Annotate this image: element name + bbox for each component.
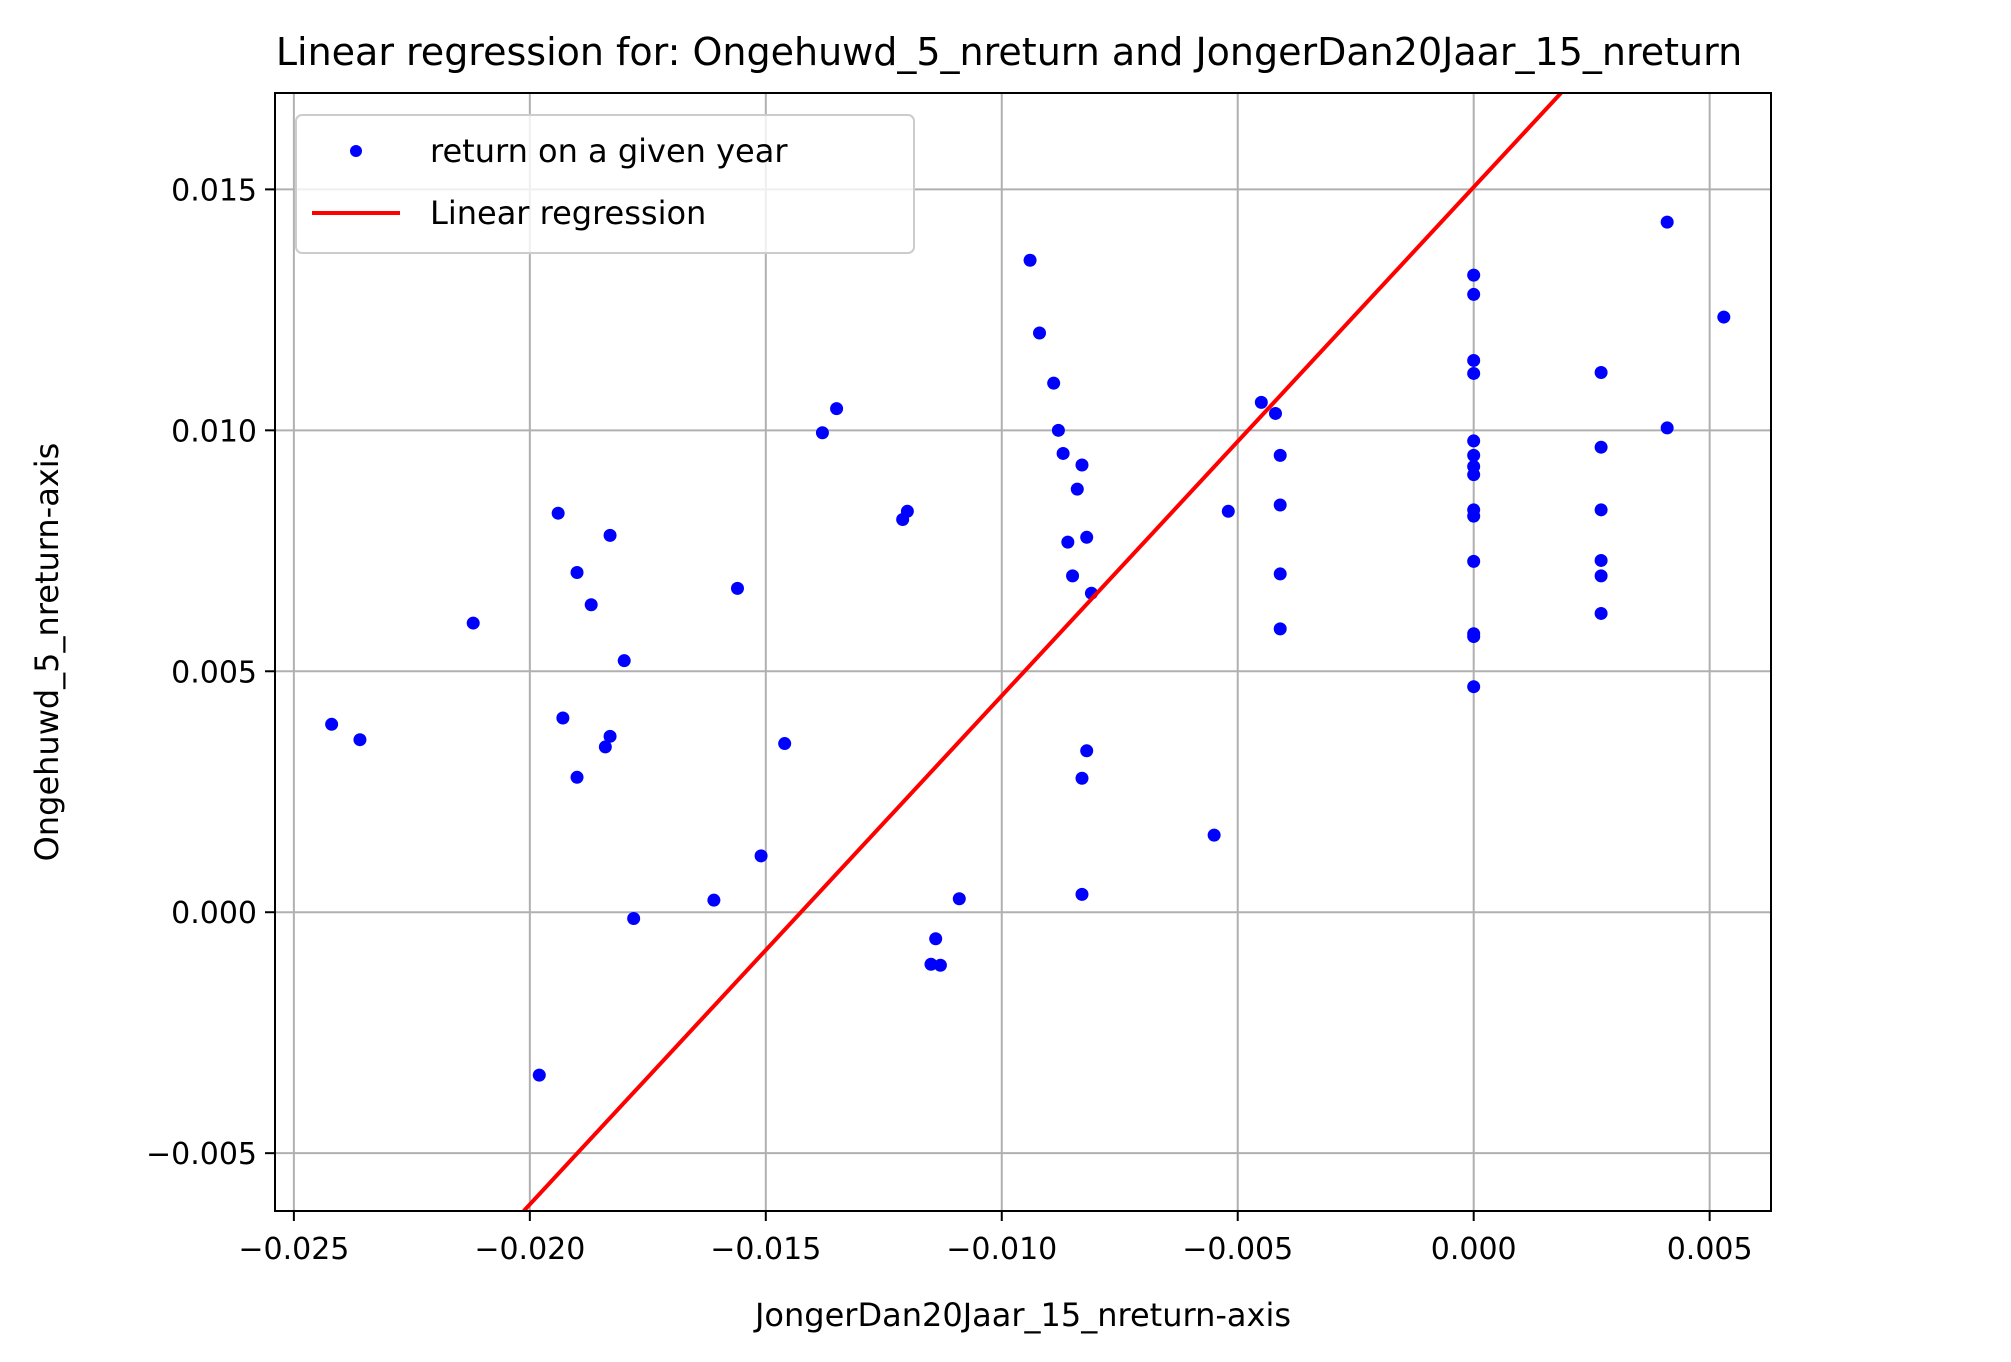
legend-marker-scatter — [350, 145, 362, 157]
data-point — [900, 504, 914, 518]
data-point — [551, 506, 565, 520]
data-point — [617, 654, 631, 668]
y-tick-label: 0.015 — [171, 173, 257, 208]
data-point — [1467, 448, 1481, 462]
y-axis: −0.005 0.000 0.005 0.010 0.015 — [146, 173, 275, 1172]
x-tick-label: −0.025 — [238, 1232, 349, 1267]
data-point — [1467, 268, 1481, 282]
data-point — [1221, 504, 1235, 518]
x-axis-label: JongerDan20Jaar_15_nreturn-axis — [753, 1296, 1291, 1334]
regression-line — [522, 93, 1563, 1211]
data-point — [1273, 567, 1287, 581]
plot-frame — [274, 92, 1772, 1212]
data-point — [1075, 771, 1089, 785]
legend-box — [295, 114, 915, 254]
data-point — [1080, 530, 1094, 544]
data-point — [707, 893, 721, 907]
data-point — [1075, 887, 1089, 901]
x-tick-label: 0.000 — [1431, 1232, 1517, 1267]
data-point — [353, 733, 367, 747]
data-point — [1080, 744, 1094, 758]
data-point — [778, 737, 792, 751]
data-point — [570, 565, 584, 579]
data-point — [584, 598, 598, 612]
data-point — [1717, 310, 1731, 324]
data-point — [830, 402, 844, 416]
data-point — [325, 717, 339, 731]
data-point — [1467, 468, 1481, 482]
data-point — [1268, 406, 1282, 420]
data-point — [1467, 287, 1481, 301]
x-tick-label: −0.020 — [474, 1232, 585, 1267]
y-tick-label: 0.005 — [171, 655, 257, 690]
data-point — [603, 528, 617, 542]
data-point — [532, 1068, 546, 1082]
data-point — [1075, 458, 1089, 472]
data-point — [754, 849, 768, 863]
data-point — [466, 616, 480, 630]
data-point — [1273, 622, 1287, 636]
y-axis-label: Ongehuwd_5_nreturn-axis — [28, 443, 66, 862]
data-point — [1467, 509, 1481, 523]
data-point — [1033, 326, 1047, 340]
x-tick-label: −0.015 — [710, 1232, 821, 1267]
legend-label-line: Linear regression — [430, 194, 706, 232]
data-point — [1207, 828, 1221, 842]
x-tick-label: 0.005 — [1667, 1232, 1753, 1267]
data-point — [730, 581, 744, 595]
data-point — [1467, 366, 1481, 380]
data-point — [1061, 535, 1075, 549]
data-point — [1056, 446, 1070, 460]
data-point — [933, 958, 947, 972]
data-point — [1066, 569, 1080, 583]
data-point — [570, 770, 584, 784]
data-point — [1047, 376, 1061, 390]
y-tick-label: −0.005 — [146, 1137, 257, 1172]
legend: return on a given year Linear regression — [295, 114, 915, 254]
data-point — [1594, 366, 1608, 379]
data-point — [1467, 353, 1481, 367]
data-point — [1467, 434, 1481, 448]
data-point — [1660, 421, 1674, 435]
data-point — [1467, 630, 1481, 644]
y-tick-label: 0.000 — [171, 896, 257, 931]
data-point — [1070, 482, 1084, 496]
legend-label-scatter: return on a given year — [430, 132, 788, 170]
data-point — [1273, 498, 1287, 512]
y-tick-label: 0.010 — [171, 414, 257, 449]
data-point — [1660, 215, 1674, 229]
data-point — [815, 426, 829, 440]
data-point — [1594, 606, 1608, 620]
data-point — [952, 892, 966, 906]
data-point — [1051, 423, 1065, 437]
data-point — [627, 911, 641, 925]
x-tick-label: −0.005 — [1182, 1232, 1293, 1267]
data-point — [598, 740, 612, 754]
data-point — [1594, 569, 1608, 583]
x-axis: −0.025 −0.020 −0.015 −0.010 −0.005 0.000 0.005 — [238, 1211, 1753, 1267]
data-point — [1254, 395, 1268, 409]
data-point — [603, 729, 617, 743]
data-point — [1273, 448, 1287, 462]
data-point — [1467, 680, 1481, 694]
chart-title: Linear regression for: Ongehuwd_5_nretur… — [276, 30, 1742, 74]
data-point — [929, 932, 943, 946]
data-point — [1594, 503, 1608, 517]
data-point — [556, 711, 570, 725]
data-point — [1594, 440, 1608, 454]
data-point — [1594, 553, 1608, 567]
data-point — [924, 957, 938, 971]
data-point — [1467, 554, 1481, 568]
data-point — [1023, 253, 1037, 267]
x-tick-label: −0.010 — [946, 1232, 1057, 1267]
plot-area — [325, 93, 1731, 1211]
